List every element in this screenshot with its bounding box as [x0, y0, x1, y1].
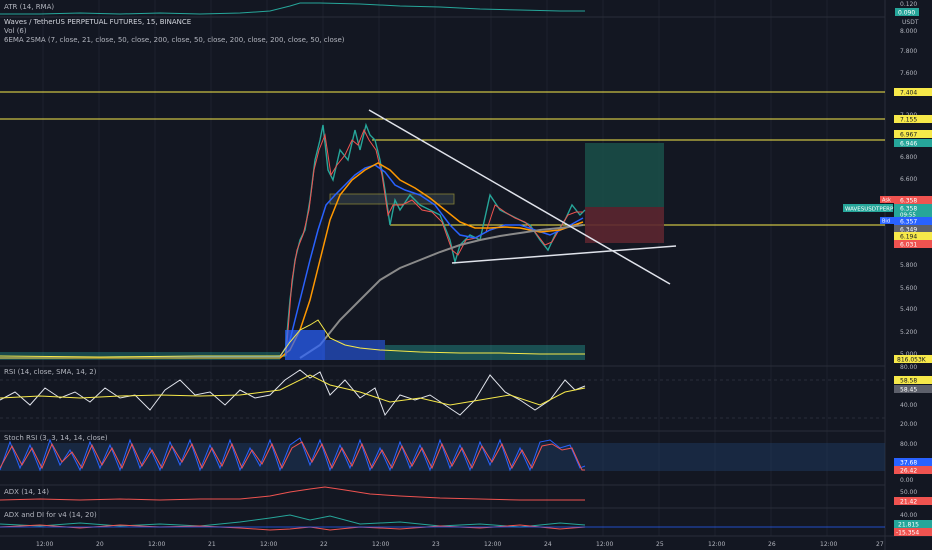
stoch-k-value: 37.68: [900, 460, 917, 467]
time-label: 26: [768, 541, 776, 548]
bid-label: Bid: [882, 219, 890, 225]
time-label: 24: [544, 541, 552, 548]
level-7155: 7.155: [900, 117, 917, 124]
stoch-title[interactable]: Stoch RSI (3, 3, 14, 14, close): [4, 434, 108, 442]
time-label: 27: [876, 541, 884, 548]
level-6946: 6.946: [900, 141, 917, 148]
price-tick: 6.800: [900, 154, 917, 161]
stop-loss-zone[interactable]: [585, 207, 664, 243]
price-tick: 5.200: [900, 329, 917, 336]
rsi-tick: 40.00: [900, 402, 917, 409]
bid-price: 6.357: [900, 219, 917, 226]
atr-value: 0.090: [898, 10, 915, 17]
last-price: 6.358: [900, 206, 917, 213]
rsi-tick: 80.00: [900, 364, 917, 371]
stoch-tick: 0.00: [900, 477, 914, 484]
stoch-tick: 80.00: [900, 441, 917, 448]
rsi-title[interactable]: RSI (14, close, SMA, 14, 2): [4, 368, 97, 376]
adx-tick: 50.00: [900, 489, 917, 496]
adx-di-tick: 40.00: [900, 512, 917, 519]
price-tick: 6.600: [900, 176, 917, 183]
atr-title[interactable]: ATR (14, RMA): [4, 3, 54, 11]
price-tick: 5.600: [900, 285, 917, 292]
adx-value: 21.42: [900, 499, 917, 506]
volume-value: 816.053K: [897, 357, 927, 364]
level-7404: 7.404: [900, 90, 917, 97]
time-label: 12:00: [484, 541, 501, 548]
price-tick: 8.000: [900, 28, 917, 35]
take-profit-zone[interactable]: [585, 143, 664, 207]
atr-scale-label: 0.120: [900, 1, 917, 8]
currency-label: USDT: [902, 19, 919, 26]
ema-sma-title[interactable]: 6EMA 2SMA (7, close, 21, close, 50, clos…: [4, 36, 345, 44]
adx-title[interactable]: ADX (14, 14): [4, 488, 49, 496]
price-tick: 7.800: [900, 48, 917, 55]
level-6031: 6.031: [900, 242, 917, 249]
time-label: 22: [320, 541, 328, 548]
adx-di-title[interactable]: ADX and DI for v4 (14, 20): [4, 511, 97, 519]
rsi-tick: 20.00: [900, 421, 917, 428]
level-6194: 6.194: [900, 234, 917, 241]
price-tick: 7.600: [900, 70, 917, 77]
ask-label: Ask: [882, 198, 891, 204]
vol-title[interactable]: Vol (6): [4, 27, 27, 35]
rsi-value: 58.58: [900, 378, 917, 385]
di-minus-value: -15.354: [896, 530, 919, 537]
time-label: 12:00: [372, 541, 389, 548]
level-6967: 6.967: [900, 132, 917, 139]
stoch-d-value: 26.42: [900, 468, 917, 475]
price-tick: 5.400: [900, 306, 917, 313]
time-label: 12:00: [596, 541, 613, 548]
rsi-ma-value: 58.45: [900, 387, 917, 394]
time-label: 23: [432, 541, 440, 548]
symbol-tag: WAVESUSDTPERP: [845, 207, 894, 213]
time-label: 25: [656, 541, 664, 548]
time-label: 12:00: [260, 541, 277, 548]
time-label: 12:00: [820, 541, 837, 548]
time-label: 12:00: [148, 541, 165, 548]
time-label: 12:00: [708, 541, 725, 548]
price-tick: 5.800: [900, 262, 917, 269]
time-label: 21: [208, 541, 216, 548]
time-label: 12:00: [36, 541, 53, 548]
ask-price: 6.358: [900, 198, 917, 205]
di-plus-value: 21.815: [898, 522, 919, 529]
time-label: 20: [96, 541, 104, 548]
symbol-title[interactable]: Waves / TetherUS PERPETUAL FUTURES, 15, …: [4, 18, 191, 26]
